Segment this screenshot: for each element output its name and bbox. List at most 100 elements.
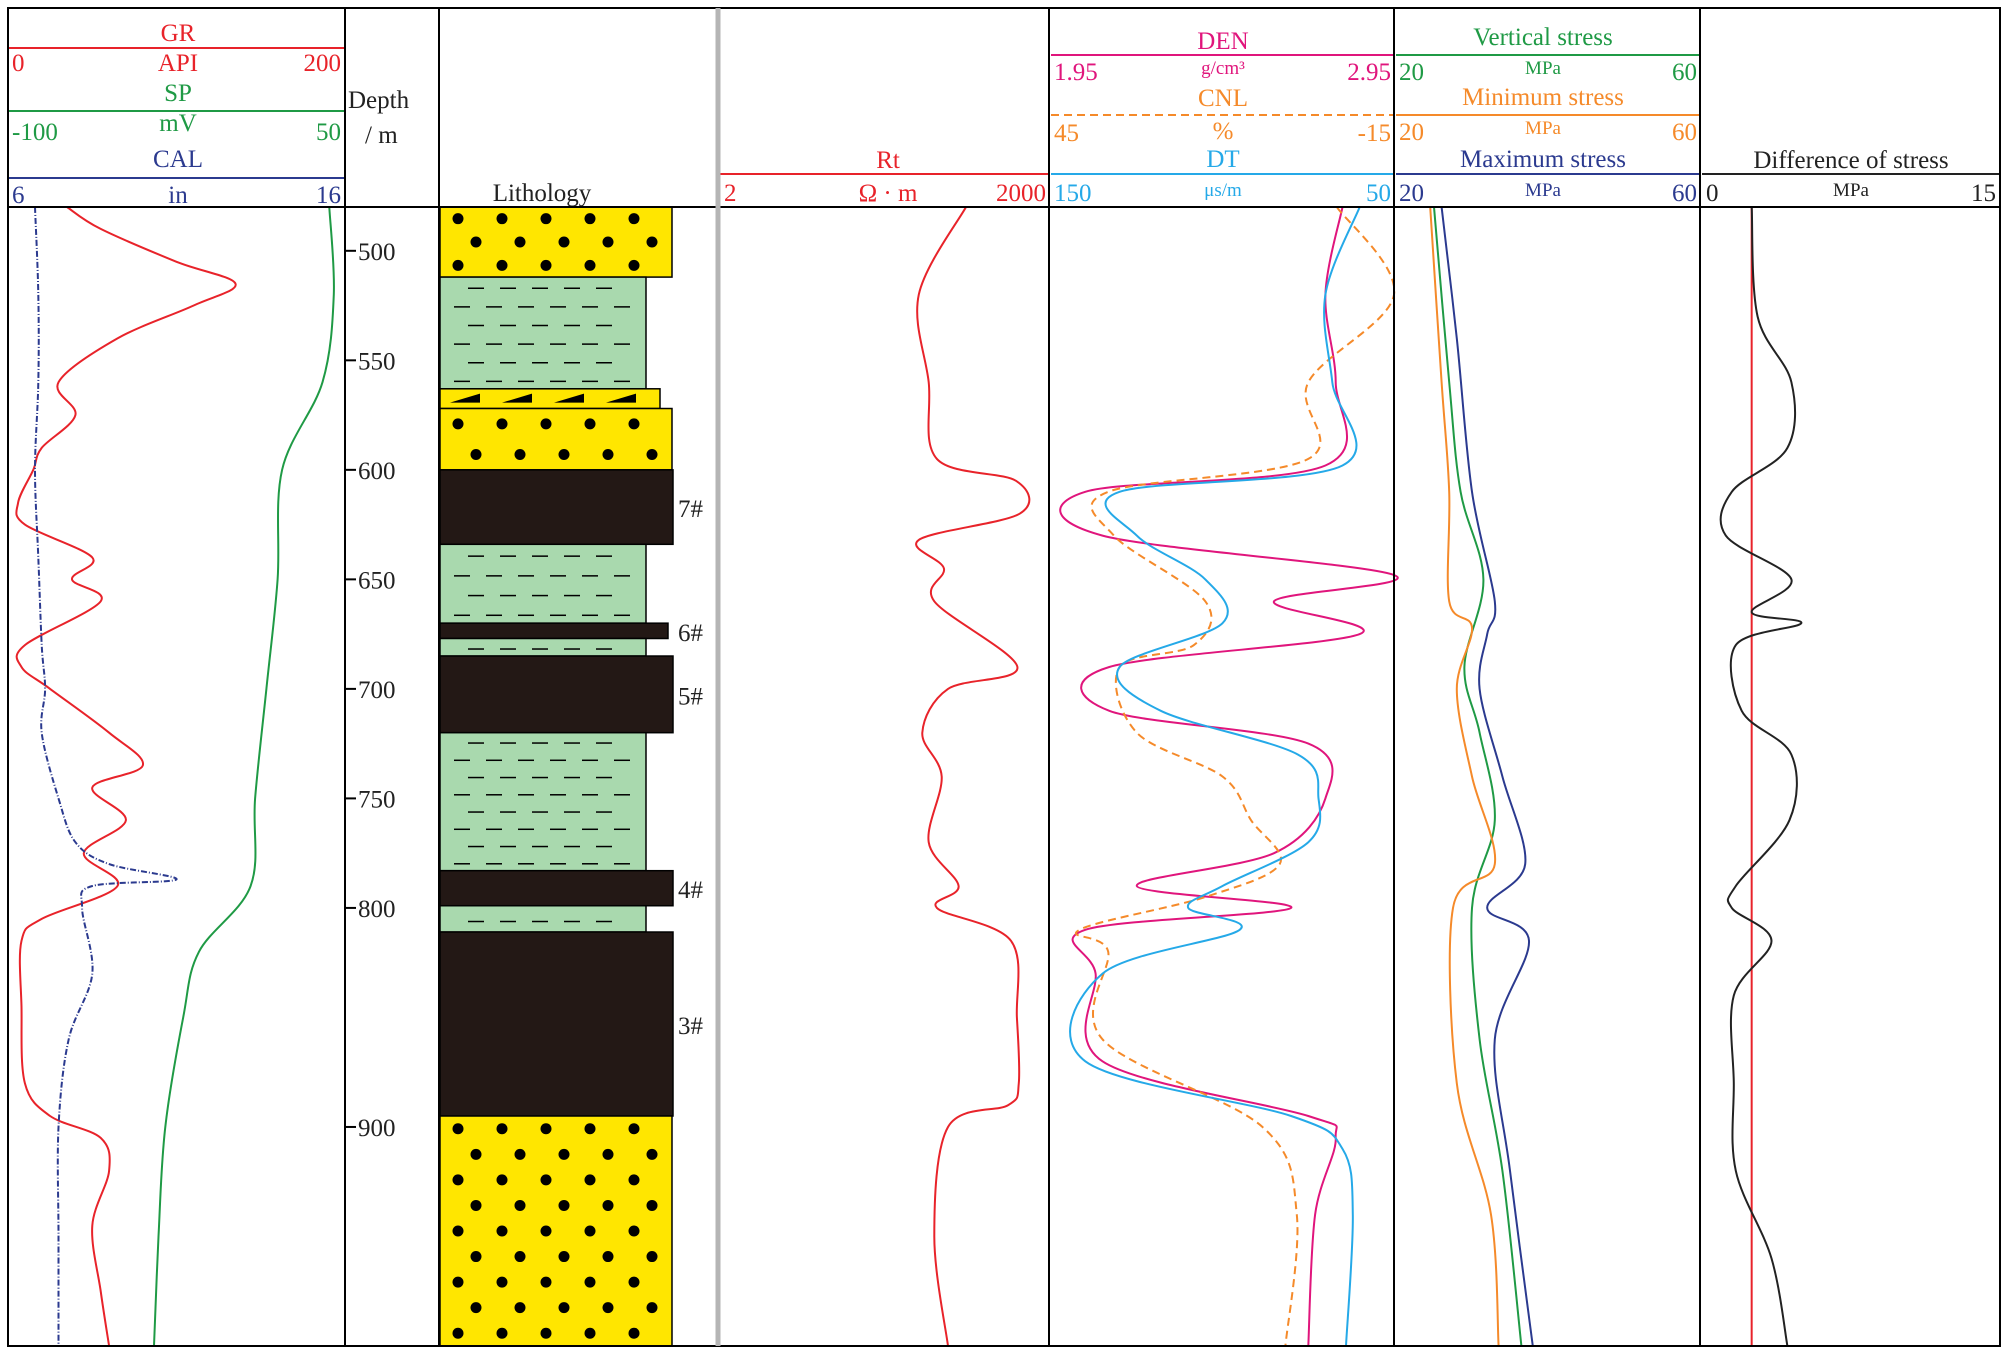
sand-grain xyxy=(514,1199,526,1211)
sand-grain xyxy=(540,213,552,225)
sand-grain xyxy=(496,418,508,430)
sand-grain xyxy=(496,1225,508,1237)
sp-right: 50 xyxy=(316,119,341,146)
depth-tick-label: 800 xyxy=(358,896,396,923)
sand-grain xyxy=(602,1302,614,1314)
sp-left: -100 xyxy=(12,119,58,146)
cal-left: 6 xyxy=(12,182,25,209)
gr-right: 200 xyxy=(304,50,342,77)
lithology-mudstone xyxy=(439,543,647,624)
diff-curve xyxy=(1719,206,1803,1347)
sand-grain xyxy=(584,1276,596,1288)
sand-grain xyxy=(646,1251,658,1263)
lithology-coal xyxy=(439,655,674,734)
sand-grain xyxy=(452,418,464,430)
sand-grain xyxy=(602,1148,614,1160)
carbonaceous-mark xyxy=(450,393,480,403)
sp-unit: mV xyxy=(159,110,197,137)
den-curve xyxy=(1059,206,1399,1347)
shmax-right: 60 xyxy=(1672,180,1697,207)
lithology-mudstone xyxy=(439,276,647,390)
sand-grain xyxy=(584,1225,596,1237)
sand-grain xyxy=(514,449,526,461)
sand-grain xyxy=(628,1276,640,1288)
sand-grain xyxy=(602,1199,614,1211)
dt-curve xyxy=(1069,206,1361,1347)
sand-grain xyxy=(452,1225,464,1237)
gr-name: GR xyxy=(161,20,196,47)
sand-grain xyxy=(628,259,640,271)
coal-seam-label: 3# xyxy=(678,1013,704,1040)
sand-grain xyxy=(496,1123,508,1135)
shmax-curve xyxy=(1440,206,1534,1347)
cnl-unit: % xyxy=(1213,118,1234,145)
sand-grain xyxy=(540,1327,552,1339)
cal-curve xyxy=(34,206,178,1346)
sand-grain xyxy=(496,1276,508,1288)
depth-tick-label: 650 xyxy=(358,567,396,594)
sand-grain xyxy=(452,1123,464,1135)
cal-right: 16 xyxy=(316,182,341,209)
carbonaceous-mark xyxy=(502,393,532,403)
sand-grain xyxy=(514,236,526,248)
sand-grain xyxy=(470,1302,482,1314)
coal-seam-label: 5# xyxy=(678,683,704,710)
depth-tick-label: 700 xyxy=(358,677,396,704)
sand-grain xyxy=(470,449,482,461)
depth-tick-label: 500 xyxy=(358,239,396,266)
diff-unit: MPa xyxy=(1833,180,1869,201)
sand-grain xyxy=(646,1302,658,1314)
sand-grain xyxy=(514,1302,526,1314)
sand-grain xyxy=(470,1199,482,1211)
lithology-sandstone xyxy=(439,407,673,471)
rt-curve xyxy=(915,206,1031,1347)
sand-grain xyxy=(496,259,508,271)
coal-seam-label: 7# xyxy=(678,496,704,523)
sand-grain xyxy=(496,213,508,225)
sv-name: Vertical stress xyxy=(1473,24,1613,51)
sand-grain xyxy=(602,236,614,248)
header-area: GR 0 API 200 SP -100 mV 50 CAL 6 in 16 D… xyxy=(8,20,2000,209)
lithology-title: Lithology xyxy=(493,180,592,207)
diff-name: Difference of stress xyxy=(1753,147,1948,174)
sand-grain xyxy=(558,1148,570,1160)
sand-grain xyxy=(628,1123,640,1135)
shmin-name: Minimum stress xyxy=(1462,84,1624,111)
sand-grain xyxy=(628,213,640,225)
sand-grain xyxy=(540,1174,552,1186)
shmax-left: 20 xyxy=(1399,180,1424,207)
sand-grain xyxy=(584,213,596,225)
shmin-unit: MPa xyxy=(1525,118,1561,139)
sand-grain xyxy=(558,449,570,461)
sand-grain xyxy=(558,236,570,248)
cnl-left: 45 xyxy=(1054,120,1079,147)
lithology-coal xyxy=(439,931,674,1117)
curve-layer xyxy=(15,206,1803,1347)
sv-right: 60 xyxy=(1672,59,1697,86)
lithology-coal xyxy=(439,622,669,640)
sp-curve xyxy=(153,206,335,1347)
sand-grain xyxy=(452,259,464,271)
cnl-curve xyxy=(1075,206,1396,1347)
carbonaceous-mark xyxy=(606,393,636,403)
track-frame xyxy=(7,7,2001,1347)
shmin-right: 60 xyxy=(1672,119,1697,146)
sand-grain xyxy=(646,1199,658,1211)
diff-right: 15 xyxy=(1971,180,1996,207)
dt-right: 50 xyxy=(1366,180,1391,207)
sand-grain xyxy=(452,213,464,225)
shmin-curve xyxy=(1429,206,1500,1347)
shmax-name: Maximum stress xyxy=(1460,146,1626,173)
carbonaceous-mark xyxy=(554,393,584,403)
sand-grain xyxy=(584,1123,596,1135)
depth-axis: 500 550 600 650 700 750 800 900 xyxy=(345,239,396,1142)
shmin-left: 20 xyxy=(1399,119,1424,146)
sand-grain xyxy=(646,1148,658,1160)
sand-grain xyxy=(646,236,658,248)
sand-grain xyxy=(646,449,658,461)
cnl-right: -15 xyxy=(1358,120,1391,147)
sand-grain xyxy=(584,418,596,430)
sand-grain xyxy=(584,259,596,271)
sand-grain xyxy=(628,1225,640,1237)
sand-grain xyxy=(540,1276,552,1288)
